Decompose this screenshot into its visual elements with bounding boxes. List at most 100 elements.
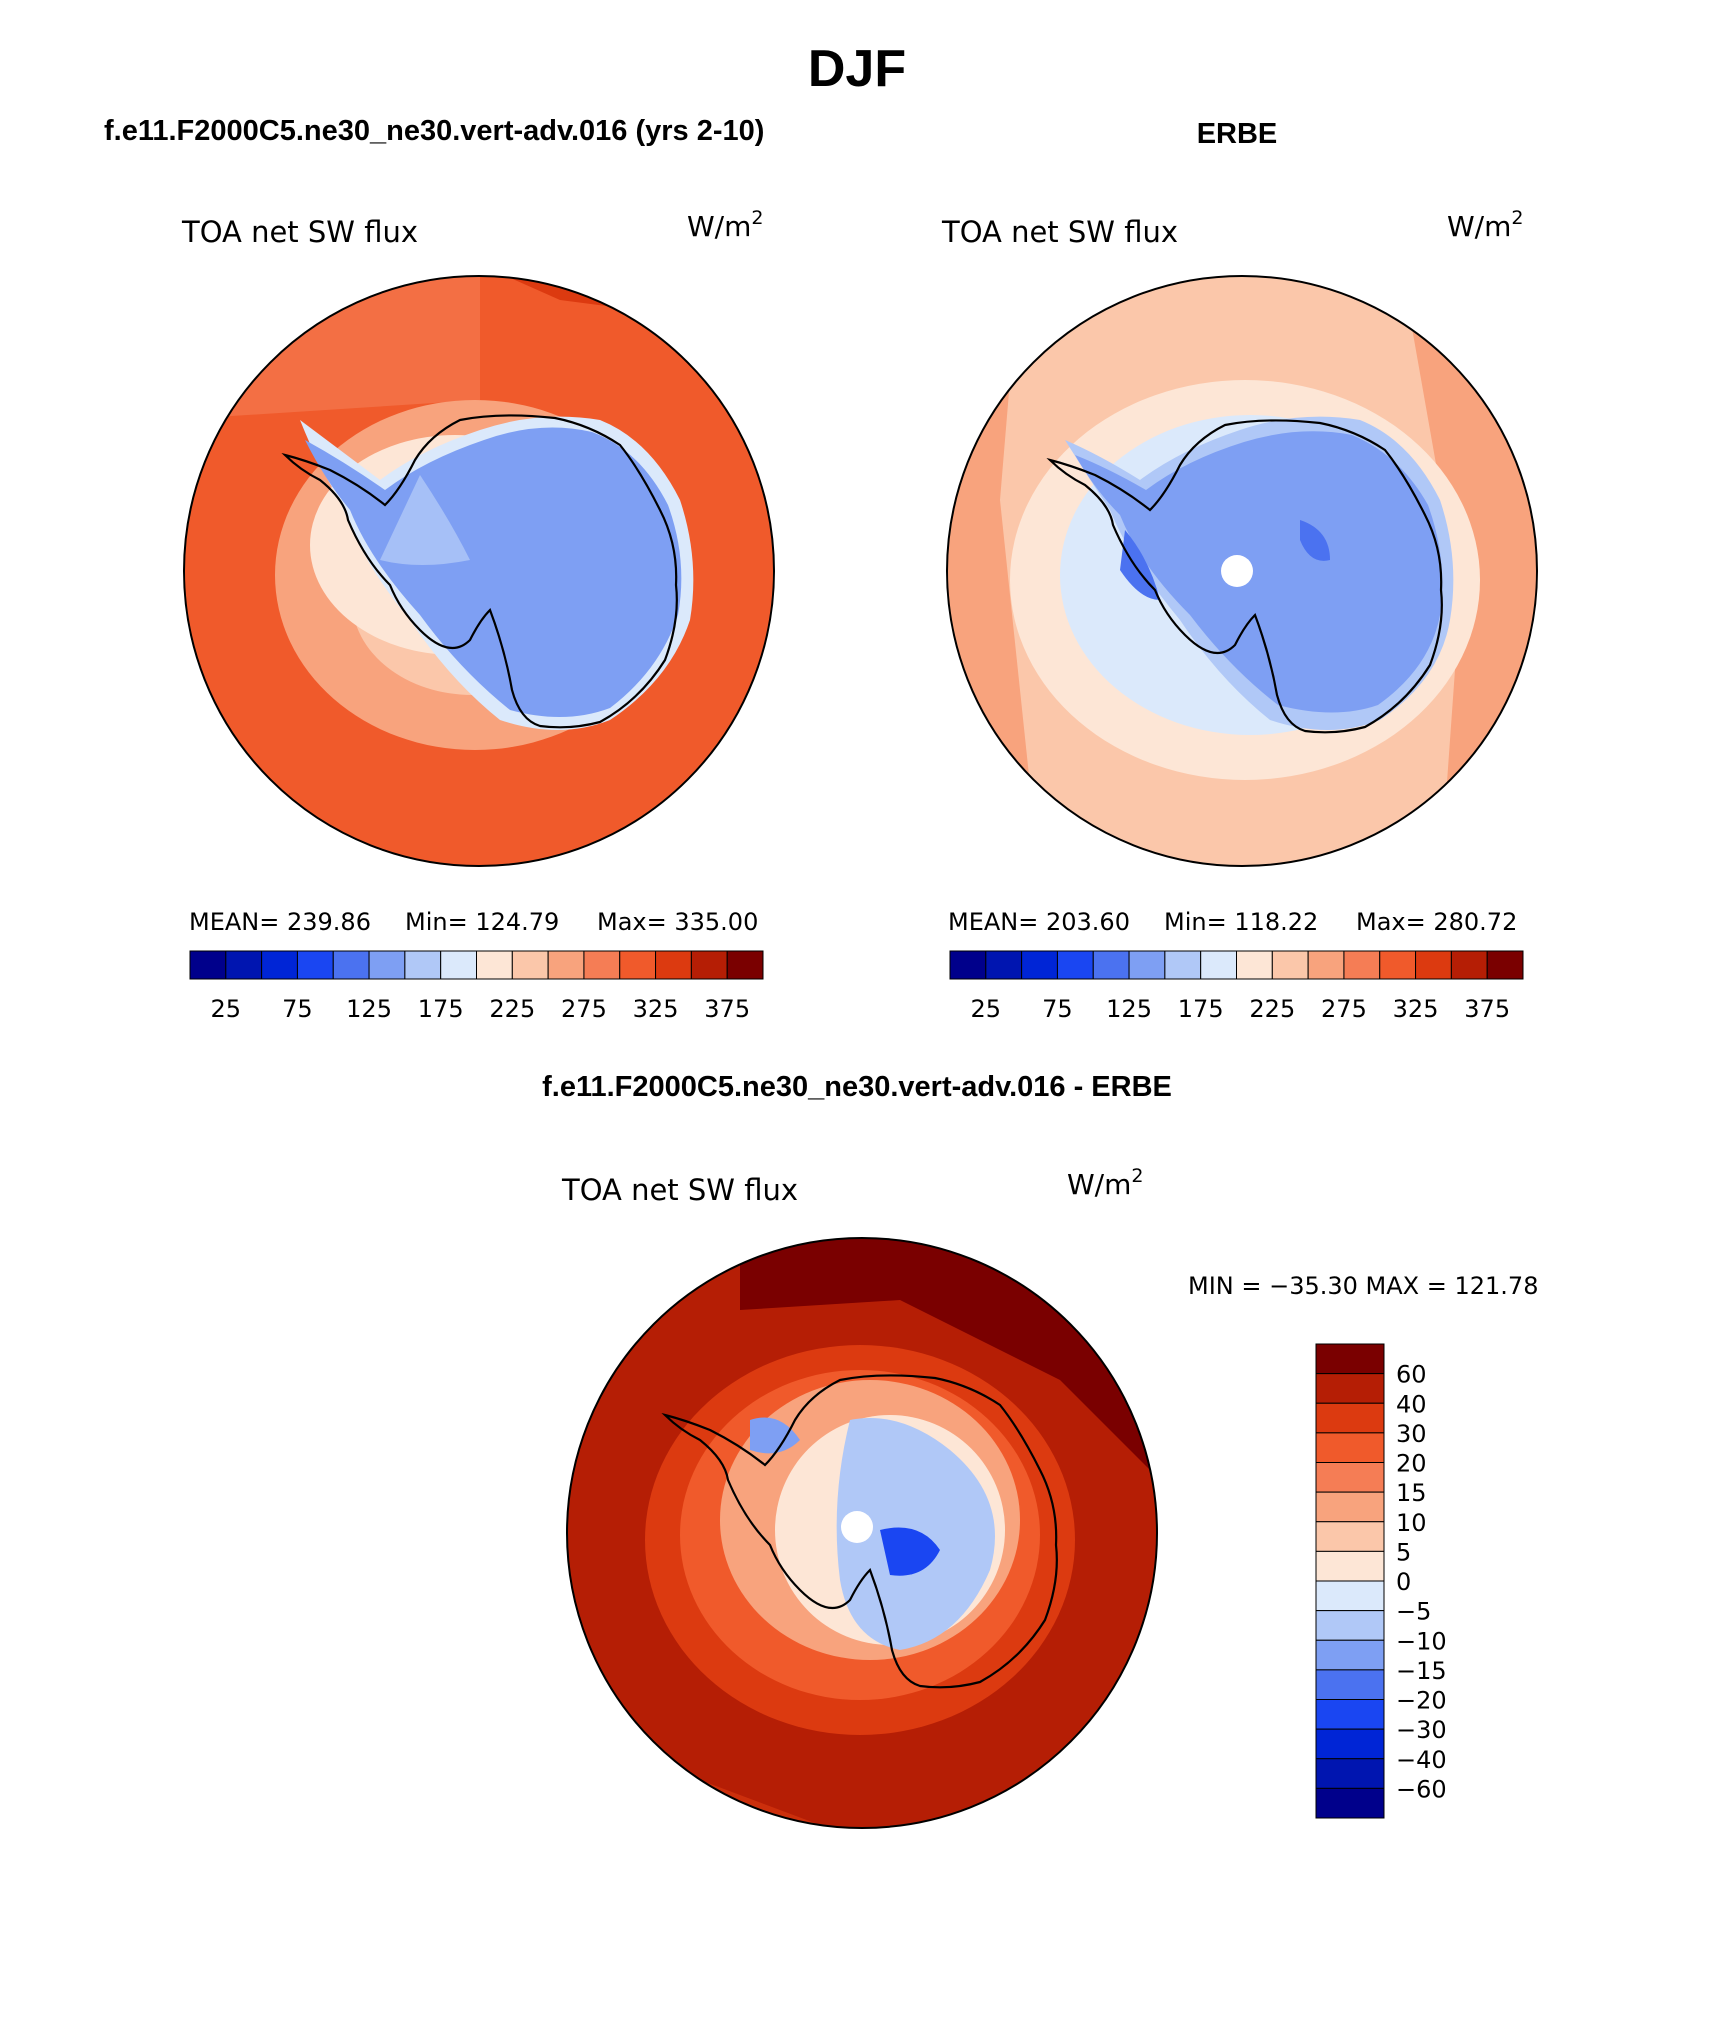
model-panel-header: f.e11.F2000C5.ne30_ne30.vert-adv.016 (yr… xyxy=(104,115,764,147)
obs-variable-label: TOA net SW flux xyxy=(941,215,1178,249)
model-map xyxy=(184,276,774,866)
model-colorbar-box xyxy=(440,950,477,980)
figure-title: DJF xyxy=(808,40,906,98)
model-colorbar-tick-label: 25 xyxy=(211,995,242,1023)
model-colorbar-box xyxy=(547,950,585,980)
obs-colorbar-box xyxy=(1056,950,1094,980)
obs-interior-low-2 xyxy=(1300,520,1330,561)
model-units-label: W/m2 xyxy=(687,207,764,243)
diff-colorbar-tick-label: −30 xyxy=(1396,1716,1447,1744)
model-min-label: Min= 124.79 xyxy=(405,908,559,936)
obs-colorbar-box xyxy=(985,950,1023,980)
diff-colorbar-box xyxy=(1315,1787,1385,1819)
model-coastline xyxy=(281,414,678,729)
obs-map-border xyxy=(946,275,1538,867)
diff-map xyxy=(567,1238,1157,1828)
diff-colorbar-box xyxy=(1315,1669,1385,1700)
diff-strong-negative xyxy=(880,1527,940,1576)
model-colorbar-tick-label: 125 xyxy=(346,995,392,1023)
diff-peninsula-negative xyxy=(750,1417,800,1454)
diff-colorbar-tick-label: 5 xyxy=(1396,1538,1411,1566)
model-colorbar-box xyxy=(404,950,442,980)
obs-colorbar-box xyxy=(1271,950,1309,980)
model-colorbar-tick-label: 75 xyxy=(282,995,313,1023)
diff-colorbar-box xyxy=(1315,1462,1385,1493)
diff-colorbar-box xyxy=(1315,1639,1385,1671)
model-colorbar-tick-label: 375 xyxy=(704,995,750,1023)
diff-colorbar-tick-label: −20 xyxy=(1396,1687,1447,1715)
obs-colorbar-box xyxy=(1128,950,1166,980)
model-colorbar-box xyxy=(296,950,334,980)
model-colorbar-box xyxy=(690,950,728,980)
diff-colorbar-box xyxy=(1315,1432,1385,1463)
model-max-label: Max= 335.00 xyxy=(597,908,758,936)
diff-colorbar-tick-label: 15 xyxy=(1396,1479,1427,1507)
obs-interior-low-1 xyxy=(1120,530,1160,600)
diff-colorbar-box xyxy=(1315,1699,1385,1730)
model-colorbar-tick-label: 175 xyxy=(418,995,464,1023)
diff-colorbar-box xyxy=(1315,1610,1385,1641)
diff-colorbar-tick-label: 20 xyxy=(1396,1450,1427,1478)
model-colorbar-box xyxy=(619,950,657,980)
obs-colorbar-tick-label: 25 xyxy=(971,995,1002,1023)
model-variable-label: TOA net SW flux xyxy=(181,215,418,249)
obs-mean-label: MEAN= 203.60 xyxy=(948,908,1130,936)
diff-panel: f.e11.F2000C5.ne30_ne30.vert-adv.016 - E… xyxy=(542,1071,1538,1829)
model-colorbar-tick-label: 325 xyxy=(633,995,679,1023)
diff-variable-label: TOA net SW flux xyxy=(561,1173,798,1207)
diff-colorbar-box xyxy=(1315,1373,1385,1404)
diff-colorbar-tick-label: 60 xyxy=(1396,1361,1427,1389)
model-colorbar: 25 75 125 175 225 275 325 375 xyxy=(189,950,764,1023)
diff-colorbar-box xyxy=(1315,1758,1385,1789)
obs-colorbar-tick-label: 175 xyxy=(1178,995,1224,1023)
diff-colorbar-box xyxy=(1315,1550,1385,1582)
obs-colorbar-box xyxy=(1236,950,1273,980)
model-colorbar-tick-label: 275 xyxy=(561,995,607,1023)
model-panel: f.e11.F2000C5.ne30_ne30.vert-adv.016 (yr… xyxy=(104,115,775,1023)
diff-coastline xyxy=(661,1374,1058,1689)
obs-colorbar-tick-label: 375 xyxy=(1464,995,1510,1023)
obs-colorbar-box xyxy=(1450,950,1488,980)
diff-colorbar-box xyxy=(1315,1402,1385,1434)
model-colorbar-box xyxy=(368,950,406,980)
model-colorbar-tick-label: 225 xyxy=(489,995,535,1023)
model-peninsula-lighter xyxy=(380,475,470,565)
obs-coastline xyxy=(1046,419,1443,734)
model-colorbar-box xyxy=(261,950,298,980)
diff-colorbar-box xyxy=(1315,1728,1385,1760)
diff-colorbar-tick-label: 40 xyxy=(1396,1390,1427,1418)
diff-colorbar-tick-label: 30 xyxy=(1396,1420,1427,1448)
model-colorbar-box xyxy=(332,950,370,980)
diff-colorbar-tick-label: −10 xyxy=(1396,1627,1447,1655)
diff-colorbar-tick-label: −40 xyxy=(1396,1746,1447,1774)
obs-max-label: Max= 280.72 xyxy=(1356,908,1517,936)
diff-colorbar-box xyxy=(1315,1521,1385,1552)
obs-colorbar-tick-label: 75 xyxy=(1042,995,1073,1023)
obs-colorbar-box xyxy=(1164,950,1202,980)
obs-pole-gap xyxy=(1221,555,1253,587)
obs-units-label: W/m2 xyxy=(1447,207,1524,243)
obs-panel: ERBE TOA net SW flux W/m2 MEAN= 203.60 M… xyxy=(941,118,1538,1023)
model-colorbar-box xyxy=(726,950,764,980)
model-colorbar-box xyxy=(655,950,692,980)
diff-units-label: W/m2 xyxy=(1067,1165,1144,1201)
model-colorbar-box xyxy=(583,950,621,980)
diff-map-border xyxy=(566,1237,1158,1829)
obs-colorbar-box xyxy=(1379,950,1417,980)
diff-colorbar-tick-label: 10 xyxy=(1396,1509,1427,1537)
obs-colorbar-box xyxy=(1486,950,1524,980)
diff-colorbar-box xyxy=(1315,1343,1385,1375)
diff-minmax-label: MIN = −35.30 MAX = 121.78 xyxy=(1188,1272,1538,1300)
model-colorbar-box xyxy=(511,950,549,980)
diff-colorbar-tick-label: −60 xyxy=(1396,1775,1447,1803)
obs-colorbar-tick-label: 225 xyxy=(1249,995,1295,1023)
diff-pole-gap xyxy=(841,1511,873,1543)
diff-colorbar-box xyxy=(1315,1491,1385,1523)
model-ocean-band xyxy=(184,276,480,420)
diff-colorbar-tick-label: −5 xyxy=(1396,1598,1431,1626)
model-colorbar-box xyxy=(189,950,227,980)
obs-colorbar-box xyxy=(1307,950,1345,980)
diff-colorbar-tick-label: 0 xyxy=(1396,1568,1411,1596)
